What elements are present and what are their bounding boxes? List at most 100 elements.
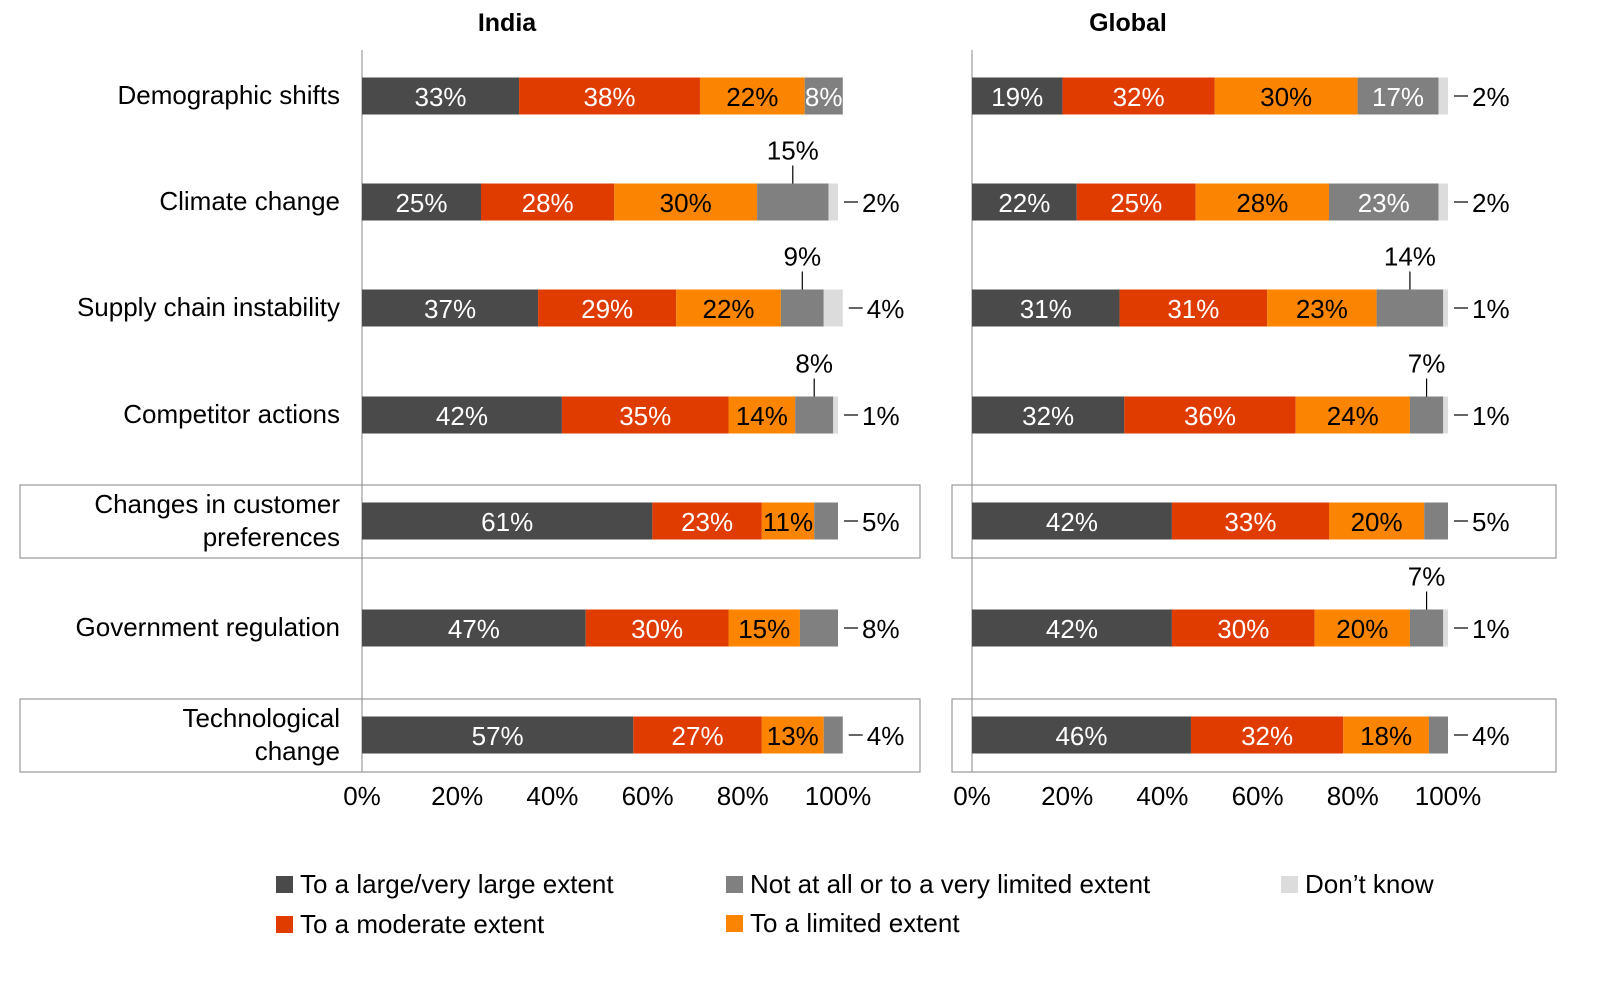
data-label: 14% <box>736 401 788 431</box>
category-label: Changes in customer <box>94 489 340 519</box>
bar-segment <box>1424 502 1448 540</box>
bar-segment <box>1295 396 1410 434</box>
data-label: 25% <box>395 188 447 218</box>
legend-swatch <box>1281 876 1298 893</box>
legend-swatch <box>726 876 743 893</box>
data-label: 42% <box>436 401 488 431</box>
bar-segment <box>814 502 838 540</box>
data-label: 38% <box>583 82 635 112</box>
data-label: 8% <box>862 614 900 644</box>
bar-segment <box>780 289 824 327</box>
data-label: 9% <box>784 242 822 272</box>
bar-segment <box>833 396 838 434</box>
bar-segment <box>761 716 824 754</box>
data-label: 4% <box>867 294 905 324</box>
data-label: 8% <box>795 349 833 379</box>
data-label: 7% <box>1408 562 1446 592</box>
legend-swatch <box>276 916 293 933</box>
bar-segment <box>1171 609 1315 647</box>
data-label: 4% <box>867 721 905 751</box>
data-label: 20% <box>1351 507 1403 537</box>
category-label: Demographic shifts <box>117 80 340 110</box>
bar-segment <box>561 396 729 434</box>
bar-segment <box>362 502 653 540</box>
data-label: 36% <box>1184 401 1236 431</box>
category-label: Supply chain instability <box>77 292 340 322</box>
x-tick-label: 80% <box>1327 781 1379 811</box>
data-label: 25% <box>1110 188 1162 218</box>
highlight-box <box>951 484 1557 559</box>
data-label: 35% <box>619 401 671 431</box>
data-label: 18% <box>1360 721 1412 751</box>
bar-segment <box>972 502 1172 540</box>
highlight-box <box>951 698 1557 773</box>
legend-swatch <box>726 915 743 932</box>
data-label: 2% <box>1472 188 1510 218</box>
legend-label: Not at all or to a very limited extent <box>750 869 1151 899</box>
category-label: Government regulation <box>76 612 340 642</box>
bar-segment <box>972 609 1172 647</box>
data-label: 23% <box>1296 294 1348 324</box>
bar-segment <box>1428 716 1448 754</box>
x-tick-label: 80% <box>717 781 769 811</box>
data-label: 20% <box>1336 614 1388 644</box>
data-label: 31% <box>1167 294 1219 324</box>
data-label: 30% <box>631 614 683 644</box>
bar-segment <box>585 609 729 647</box>
data-label: 1% <box>1472 614 1510 644</box>
bar-segment <box>1438 183 1448 221</box>
data-label: 28% <box>522 188 574 218</box>
data-label: 24% <box>1327 401 1379 431</box>
bar-segment <box>1190 716 1344 754</box>
data-label: 2% <box>862 188 900 218</box>
data-label: 32% <box>1113 82 1165 112</box>
data-label: 46% <box>1055 721 1107 751</box>
bar-segment <box>519 77 700 115</box>
data-label: 32% <box>1022 401 1074 431</box>
legend-label: To a moderate extent <box>300 909 545 939</box>
bar-segment <box>1214 77 1358 115</box>
x-tick-label: 20% <box>1041 781 1093 811</box>
bar-segment <box>614 183 758 221</box>
data-label: 28% <box>1236 188 1288 218</box>
bar-segment <box>1171 502 1329 540</box>
bar-segment <box>972 183 1077 221</box>
data-label: 37% <box>424 294 476 324</box>
chart-title: India <box>478 9 537 37</box>
bar-segment <box>972 396 1125 434</box>
data-label: 23% <box>681 507 733 537</box>
data-label: 33% <box>415 82 467 112</box>
data-label: 17% <box>1372 82 1424 112</box>
bar-segment <box>633 716 762 754</box>
data-label: 22% <box>726 82 778 112</box>
bar-segment <box>362 609 586 647</box>
data-label: 2% <box>1472 82 1510 112</box>
data-label: 7% <box>1408 349 1446 379</box>
data-label: 31% <box>1020 294 1072 324</box>
bar-segment <box>1314 609 1410 647</box>
x-tick-label: 100% <box>805 781 872 811</box>
bar-segment <box>362 183 481 221</box>
data-label: 19% <box>991 82 1043 112</box>
data-label: 11% <box>763 507 813 537</box>
bar-segment <box>799 609 838 647</box>
bar-segment <box>757 183 829 221</box>
bar-segment <box>828 183 838 221</box>
data-label: 29% <box>581 294 633 324</box>
bar-segment <box>1062 77 1215 115</box>
data-label: 8% <box>805 82 843 112</box>
data-label: 13% <box>767 721 819 751</box>
data-label: 1% <box>862 401 900 431</box>
x-tick-label: 60% <box>622 781 674 811</box>
bar-segment <box>1124 396 1296 434</box>
bar-segment <box>972 716 1191 754</box>
legend-label: Don’t know <box>1305 869 1434 899</box>
legend-swatch <box>276 876 293 893</box>
chart-title: Global <box>1089 9 1167 37</box>
bar-segment <box>804 77 843 115</box>
bar-segment <box>1438 77 1448 115</box>
x-tick-label: 40% <box>526 781 578 811</box>
data-label: 33% <box>1224 507 1276 537</box>
x-tick-label: 20% <box>431 781 483 811</box>
